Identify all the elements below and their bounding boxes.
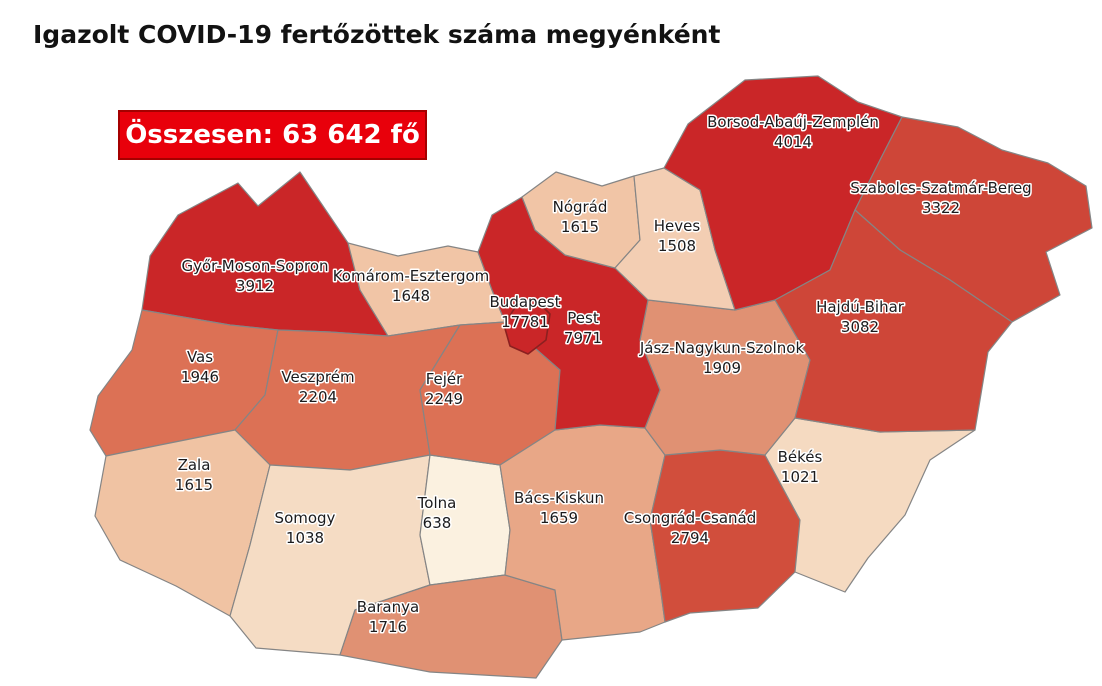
county-label-vas: Vas 1946 <box>181 348 219 386</box>
county-label-csongrad-csanad: Csongrád-Csanád 2794 <box>624 509 757 547</box>
county-label-jasz-nagykun-szolnok: Jász-Nagykun-Szolnok 1909 <box>639 339 805 377</box>
total-badge: Összesen: 63 642 fő <box>118 110 427 160</box>
county-shape-hajdu-bihar <box>774 209 1013 433</box>
county-label-zala: Zala 1615 <box>175 456 213 494</box>
county-shape-jasz-nagykun-szolnok <box>639 299 811 456</box>
county-label-hajdu-bihar: Hajdú-Bihar 3082 <box>816 298 905 336</box>
county-label-baranya: Baranya 1716 <box>357 598 419 636</box>
county-label-borsod-abauj-zemplen: Borsod-Abaúj-Zemplén 4014 <box>707 113 879 151</box>
county-shape-budapest <box>503 299 551 355</box>
county-label-budapest: Budapest 17781 <box>490 293 561 331</box>
county-label-pest: Pest 7971 <box>564 309 602 347</box>
county-label-bacs-kiskun: Bács-Kiskun 1659 <box>514 489 604 527</box>
county-label-nograd: Nógrád 1615 <box>553 198 608 236</box>
county-label-veszprem: Veszprém 2204 <box>281 368 354 406</box>
county-label-heves: Heves 1508 <box>654 217 701 255</box>
county-label-szabolcs-szatmar-bereg: Szabolcs-Szatmár-Bereg 3322 <box>850 179 1031 217</box>
county-shape-bekes <box>764 417 976 593</box>
county-label-tolna: Tolna 638 <box>417 494 457 532</box>
total-badge-label: Összesen: 63 642 fő <box>125 120 420 150</box>
page-title: Igazolt COVID-19 fertőzöttek száma megyé… <box>33 20 721 49</box>
county-label-komarom-esztergom: Komárom-Esztergom 1648 <box>333 267 490 305</box>
county-label-gyor-moson-sopron: Győr-Moson-Sopron 3912 <box>181 257 328 295</box>
county-label-fejer: Fejér 2249 <box>425 370 463 408</box>
county-label-somogy: Somogy 1038 <box>275 509 336 547</box>
county-label-bekes: Békés 1021 <box>778 448 823 486</box>
